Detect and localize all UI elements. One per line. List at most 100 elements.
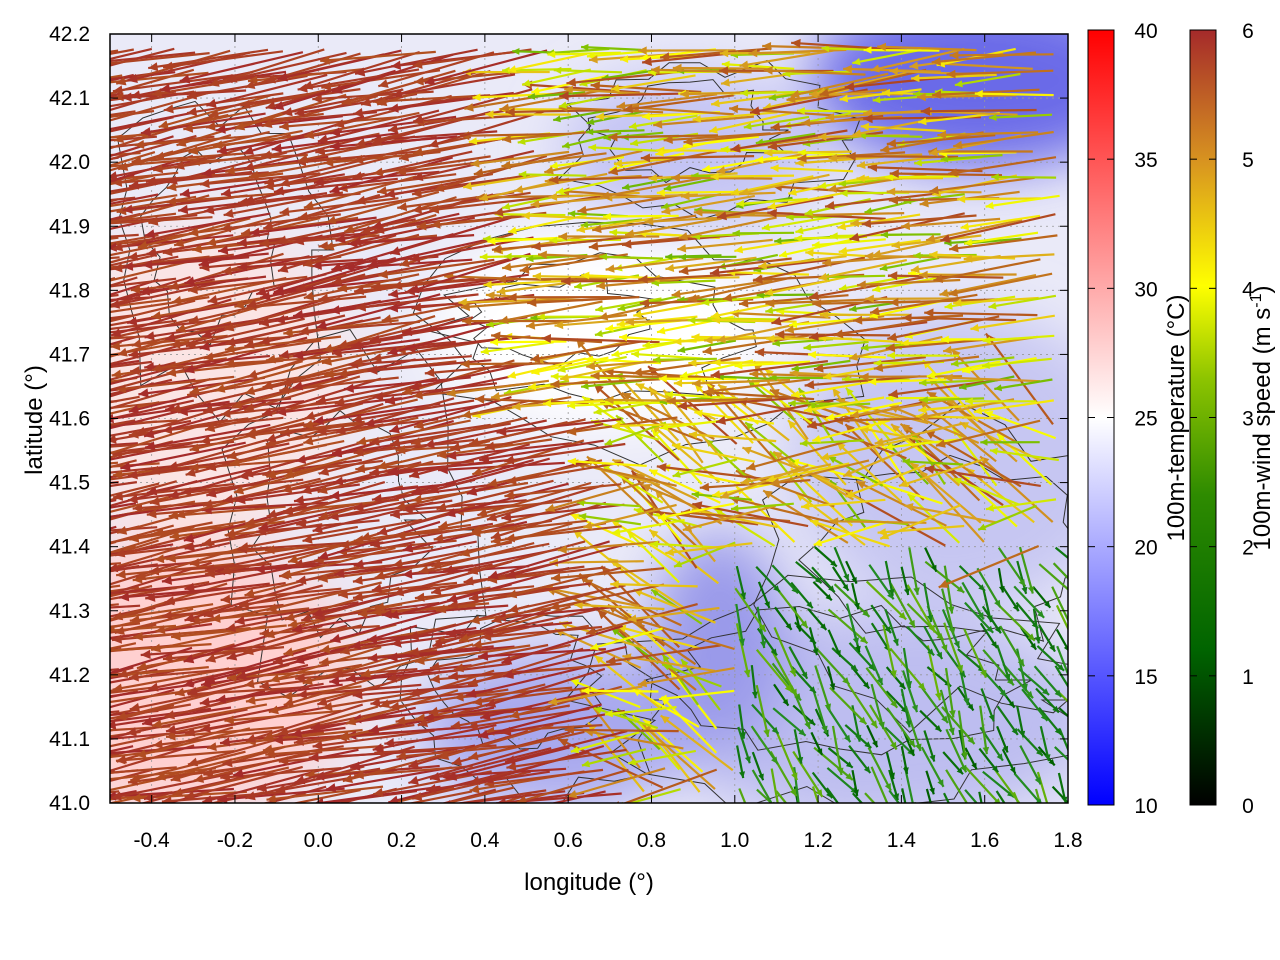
wind-arrowhead <box>412 59 423 69</box>
wind-arrowhead <box>127 470 138 480</box>
wind-arrowhead <box>294 775 306 785</box>
wind-arrowhead <box>548 192 558 201</box>
wind-arrowhead <box>934 725 942 732</box>
wind-vector <box>889 172 1003 177</box>
wind-arrowhead <box>340 646 351 655</box>
wind-arrowhead <box>491 244 502 254</box>
wind-vector <box>671 443 756 463</box>
wind-vector <box>110 481 138 488</box>
wind-arrowhead <box>200 723 211 733</box>
wind-vector <box>687 276 792 302</box>
wind-arrowhead <box>206 98 217 108</box>
wind-arrowhead <box>691 379 701 388</box>
wind-arrowhead <box>982 336 991 344</box>
wind-arrowhead <box>352 171 363 181</box>
wind-vector <box>888 789 901 803</box>
wind-arrowhead <box>479 454 490 464</box>
wind-arrowhead <box>245 791 256 801</box>
wind-arrowhead <box>755 155 764 164</box>
wind-vector <box>445 482 569 517</box>
wind-arrowhead <box>418 822 428 831</box>
wind-arrowhead <box>337 339 349 349</box>
wind-vector <box>110 151 156 167</box>
wind-vector <box>128 666 251 679</box>
wind-arrowhead <box>149 465 161 475</box>
wind-arrowhead <box>966 805 973 813</box>
wind-vector <box>110 376 138 383</box>
wind-vector <box>335 397 455 434</box>
wind-arrowhead <box>821 725 828 733</box>
wind-vector <box>701 294 771 305</box>
wind-arrowhead <box>557 545 567 554</box>
wind-vector <box>590 84 702 94</box>
wind-vector <box>705 378 811 394</box>
wind-arrowhead <box>140 649 151 659</box>
wind-arrowhead <box>1054 727 1062 735</box>
wind-arrowhead <box>597 609 608 620</box>
wind-arrowhead <box>978 523 987 531</box>
wind-arrowhead <box>15 608 25 617</box>
wind-arrowhead <box>38 276 48 285</box>
wind-vector <box>110 48 135 56</box>
wind-arrowhead <box>538 250 547 260</box>
wind-vector <box>371 563 493 592</box>
wind-arrowhead <box>1042 688 1050 695</box>
wind-arrowhead <box>112 611 124 621</box>
wind-arrowhead <box>956 664 963 673</box>
wind-arrowhead <box>863 46 872 54</box>
wind-arrowhead <box>716 211 727 221</box>
wind-arrowhead <box>396 167 407 177</box>
wind-arrowhead <box>712 490 721 498</box>
wind-arrowhead <box>809 291 819 301</box>
wind-arrowhead <box>93 673 103 682</box>
wind-vector <box>110 116 174 133</box>
wind-arrowhead <box>917 92 926 102</box>
wind-vector <box>140 112 266 135</box>
wind-vector <box>863 48 940 52</box>
wind-arrowhead <box>918 405 927 414</box>
wind-arrowhead <box>368 724 380 734</box>
wind-arrowhead <box>980 669 987 678</box>
wind-arrowhead <box>329 184 341 194</box>
wind-arrowhead <box>814 363 824 373</box>
wind-arrowhead <box>642 57 652 66</box>
wind-arrowhead <box>245 733 257 743</box>
wind-vector <box>558 621 647 650</box>
wind-vector <box>901 217 1001 228</box>
wind-arrowhead <box>554 321 564 330</box>
wind-vector <box>583 503 677 529</box>
wind-arrowhead <box>174 160 185 170</box>
wind-arrowhead <box>1026 690 1033 699</box>
wind-arrowhead <box>174 687 186 697</box>
wind-arrowhead <box>880 532 890 540</box>
wind-vector <box>424 49 548 85</box>
wind-arrowhead <box>522 79 531 87</box>
wind-vector <box>666 397 773 403</box>
wind-arrowhead <box>593 706 603 714</box>
wind-arrowhead <box>801 118 811 127</box>
wind-arrowhead <box>785 325 795 334</box>
wind-arrowhead <box>148 62 159 72</box>
wind-vector <box>773 626 797 677</box>
wind-arrowhead <box>379 699 391 708</box>
wind-arrowhead <box>342 774 353 783</box>
wind-vector <box>577 193 683 213</box>
wind-vector <box>555 176 627 194</box>
wind-vector <box>719 464 809 499</box>
wind-arrowhead <box>163 104 174 114</box>
wind-vector <box>516 768 629 803</box>
wind-arrowhead <box>458 298 467 307</box>
wind-arrowhead <box>282 107 293 117</box>
wind-arrowhead <box>886 187 896 196</box>
wind-arrowhead <box>666 396 676 406</box>
wind-arrowhead <box>838 180 847 188</box>
wind-arrowhead <box>630 139 639 147</box>
wind-vector <box>204 545 326 572</box>
wind-arrowhead <box>640 53 649 62</box>
wind-vector <box>144 423 271 449</box>
wind-arrowhead <box>152 739 163 749</box>
wind-arrowhead <box>1018 578 1026 587</box>
wind-arrowhead <box>166 724 177 734</box>
wind-arrowhead <box>246 299 258 309</box>
